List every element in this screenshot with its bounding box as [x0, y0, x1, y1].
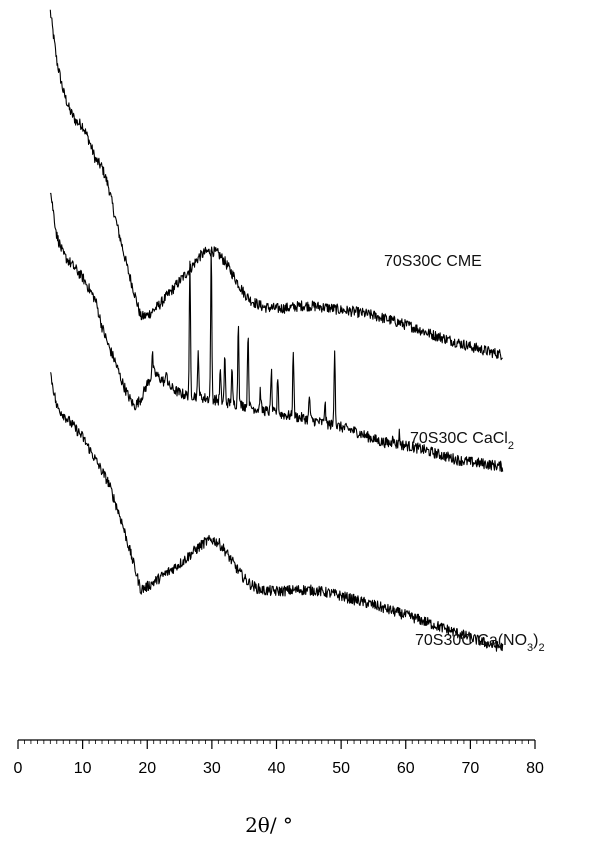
x-axis-title: 2θ/ ° — [245, 813, 293, 837]
series-label-2: 70S30C CaCl2 — [410, 430, 514, 452]
series-line-3 — [50, 372, 504, 652]
x-tick-label: 70 — [461, 760, 479, 777]
x-axis-tick-labels: 0 10 20 30 40 50 60 70 80 — [14, 760, 544, 777]
x-axis-ticks — [17, 740, 536, 749]
x-tick-label: 80 — [526, 760, 544, 777]
x-tick-label: 0 — [14, 760, 23, 777]
series-label-1: 70S30C CME — [384, 253, 482, 270]
x-tick-label: 20 — [138, 760, 156, 777]
x-tick-label: 30 — [203, 760, 221, 777]
x-axis: 0 10 20 30 40 50 60 70 80 — [14, 739, 544, 777]
x-tick-label: 10 — [74, 760, 92, 777]
series-labels: 70S30C CME 70S30C CaCl2 70S30C Ca(NO3)2 — [384, 253, 545, 654]
series-line-1 — [49, 9, 503, 361]
x-tick-label: 40 — [268, 760, 286, 777]
x-tick-label: 60 — [397, 760, 415, 777]
series-curves — [49, 9, 504, 652]
series-line-2 — [49, 192, 504, 473]
series-label-3: 70S30C Ca(NO3)2 — [415, 632, 545, 654]
x-tick-label: 50 — [332, 760, 350, 777]
